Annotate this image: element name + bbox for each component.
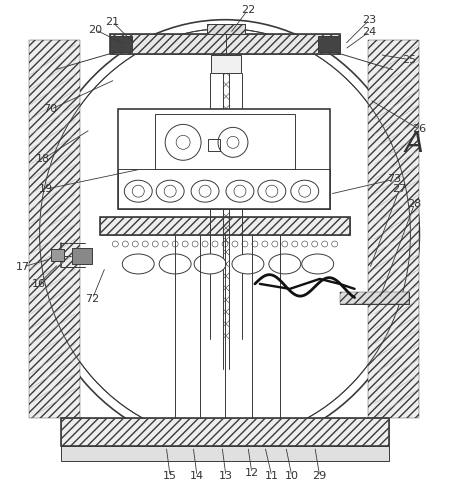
Ellipse shape xyxy=(156,180,184,202)
Ellipse shape xyxy=(31,20,419,449)
Bar xyxy=(60,419,390,447)
Ellipse shape xyxy=(122,254,154,274)
Bar xyxy=(50,249,64,261)
Ellipse shape xyxy=(258,180,286,202)
Text: 18: 18 xyxy=(36,154,50,164)
Ellipse shape xyxy=(159,254,191,274)
Ellipse shape xyxy=(194,254,226,274)
Bar xyxy=(110,35,132,51)
Bar xyxy=(100,217,350,235)
Text: 19: 19 xyxy=(39,184,53,194)
Text: 25: 25 xyxy=(402,54,417,64)
Text: 72: 72 xyxy=(86,294,99,304)
Bar xyxy=(118,169,330,209)
Text: 27: 27 xyxy=(392,184,407,194)
Ellipse shape xyxy=(124,180,152,202)
Text: 17: 17 xyxy=(16,262,30,272)
Bar xyxy=(340,292,410,304)
Bar xyxy=(368,39,419,419)
Bar xyxy=(29,39,81,419)
Bar xyxy=(100,217,350,235)
Bar xyxy=(207,23,245,33)
Ellipse shape xyxy=(232,254,264,274)
Text: 20: 20 xyxy=(88,24,103,35)
Ellipse shape xyxy=(226,180,254,202)
Text: 16: 16 xyxy=(32,279,45,289)
Text: 24: 24 xyxy=(362,26,377,36)
Text: 22: 22 xyxy=(241,5,255,15)
Text: 26: 26 xyxy=(412,124,427,134)
Bar xyxy=(60,419,390,447)
Bar xyxy=(110,33,340,53)
Text: 21: 21 xyxy=(105,16,119,27)
Bar xyxy=(155,114,295,169)
Bar xyxy=(118,109,330,209)
Bar xyxy=(60,447,390,462)
Text: 70: 70 xyxy=(44,104,58,114)
Text: 12: 12 xyxy=(245,468,259,479)
Text: A: A xyxy=(405,130,424,158)
Text: 10: 10 xyxy=(285,471,299,482)
Bar xyxy=(210,169,242,269)
Text: 23: 23 xyxy=(363,14,377,25)
Bar xyxy=(318,35,340,51)
Text: 28: 28 xyxy=(407,199,422,209)
Ellipse shape xyxy=(302,254,333,274)
Bar xyxy=(72,248,92,264)
Bar xyxy=(340,292,410,304)
Bar xyxy=(211,54,241,72)
Text: 29: 29 xyxy=(313,471,327,482)
Text: 11: 11 xyxy=(265,471,279,482)
Text: 14: 14 xyxy=(190,471,204,482)
Ellipse shape xyxy=(291,180,319,202)
Ellipse shape xyxy=(269,254,301,274)
Bar xyxy=(214,72,238,149)
Ellipse shape xyxy=(191,180,219,202)
Bar xyxy=(110,33,340,53)
Text: 15: 15 xyxy=(163,471,177,482)
Text: 13: 13 xyxy=(219,471,233,482)
Text: 73: 73 xyxy=(387,174,401,184)
Bar xyxy=(207,23,245,33)
Bar xyxy=(208,139,220,151)
